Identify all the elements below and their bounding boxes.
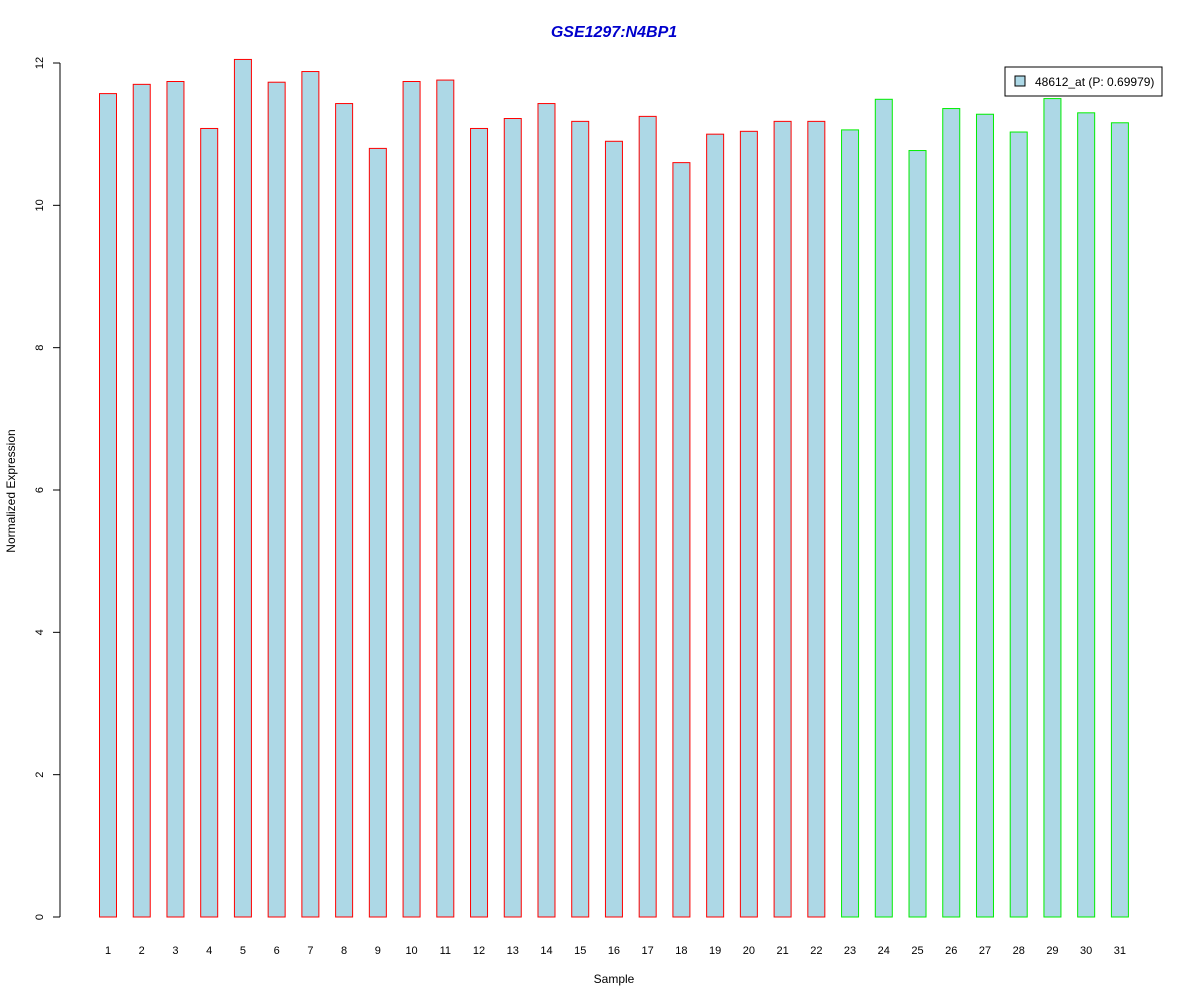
bar-sample-16 [604,140,623,918]
y-tick-label: 6 [34,487,46,493]
x-tick-label: 7 [307,945,313,957]
bar-sample-25 [908,150,927,918]
chart-title: GSE1297:N4BP1 [551,24,677,41]
x-tick-label: 16 [608,945,620,957]
bars [99,58,1129,918]
y-axis-label: Normalized Expression [4,429,18,552]
legend: 48612_at (P: 0.69979) [1004,66,1163,97]
x-tick-label: 17 [642,945,654,957]
y-tick-label: 10 [34,199,46,211]
x-tick-label: 25 [911,945,923,957]
x-tick-labels: 1 2 3 4 5 6 7 8 9 10 11 12 13 14 15 16 17 18 19 20 21 22 23 24 2… [105,945,1126,957]
legend-swatch [1014,75,1026,87]
bar-sample-28 [1009,131,1028,918]
legend-box [1004,66,1163,97]
bar-sample-29 [1043,98,1062,918]
x-tick-label: 30 [1080,945,1092,957]
x-tick-label: 6 [274,945,280,957]
bar-sample-6 [267,81,286,918]
bar-sample-26 [942,108,961,918]
x-tick-label: 27 [979,945,991,957]
x-tick-label: 22 [810,945,822,957]
bar-sample-31 [1110,122,1129,918]
bar-sample-15 [571,120,590,918]
x-tick-label: 23 [844,945,856,957]
bar-sample-10 [402,81,421,918]
x-tick-label: 29 [1046,945,1058,957]
bar-sample-30 [1077,112,1096,918]
bar-sample-14 [537,103,556,918]
y-tick-label: 2 [34,772,46,778]
x-tick-label: 15 [574,945,586,957]
x-tick-label: 28 [1013,945,1025,957]
bar-sample-7 [301,71,320,918]
bar-sample-23 [841,129,860,918]
x-tick-label: 18 [675,945,687,957]
y-tick-label: 8 [34,345,46,351]
bar-sample-5 [233,58,252,918]
x-tick-label: 8 [341,945,347,957]
bar-sample-9 [368,147,387,918]
x-tick-label: 12 [473,945,485,957]
bar-sample-18 [672,162,691,918]
x-tick-label: 13 [507,945,519,957]
x-tick-label: 2 [139,945,145,957]
y-tick-label: 12 [34,57,46,69]
bar-sample-19 [706,133,725,918]
bar-sample-12 [470,127,489,918]
bar-sample-24 [874,98,893,918]
bar-sample-8 [335,103,354,918]
x-tick-label: 20 [743,945,755,957]
x-tick-label: 4 [206,945,212,957]
bar-sample-27 [975,113,994,918]
bar-sample-20 [739,130,758,918]
legend-label: 48612_at (P: 0.69979) [1035,75,1154,89]
y-tick-label: 4 [34,629,46,635]
x-tick-label: 1 [105,945,111,957]
bar-sample-2 [132,83,151,918]
x-tick-label: 11 [440,945,451,957]
x-tick-label: 14 [540,945,552,957]
x-tick-label: 31 [1114,945,1126,957]
x-tick-label: 10 [405,945,417,957]
x-tick-label: 19 [709,945,721,957]
bar-sample-1 [99,93,117,918]
bar-sample-13 [503,118,522,918]
bar-sample-4 [200,127,219,918]
bar-sample-21 [773,120,792,918]
x-tick-label: 26 [945,945,957,957]
bar-sample-3 [166,81,185,918]
y-axis: 0 2 4 6 8 10 12 [34,57,61,920]
bar-sample-22 [807,120,826,918]
x-axis-label: Sample [594,972,635,986]
bar-sample-11 [436,79,455,918]
x-tick-label: 9 [375,945,381,957]
y-tick-label: 0 [34,914,46,920]
x-tick-label: 5 [240,945,246,957]
bar-sample-17 [638,115,657,918]
x-tick-label: 3 [172,945,178,957]
x-tick-label: 21 [776,945,788,957]
x-tick-label: 24 [878,945,890,957]
